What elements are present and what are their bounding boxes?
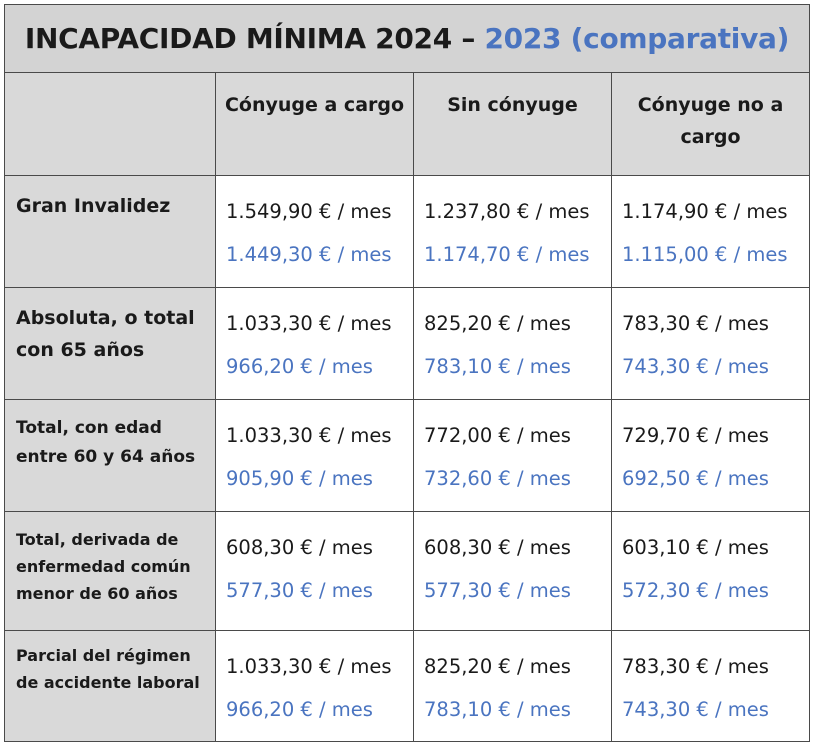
value-2024: 1.549,90 € / mes bbox=[226, 200, 392, 223]
value-2024: 1.174,90 € / mes bbox=[622, 200, 788, 223]
table-row: Absoluta, o total con 65 años 1.033,30 €… bbox=[4, 287, 811, 400]
title-comparison: 2023 (comparativa) bbox=[484, 22, 790, 55]
value-2024: 1.033,30 € / mes bbox=[226, 655, 392, 678]
column-header-conyuge-no-a-cargo: Cónyuge no a cargo bbox=[610, 72, 811, 176]
corner-cell bbox=[4, 72, 216, 176]
value-cell: 783,30 € / mes 743,30 € / mes bbox=[610, 287, 811, 400]
row-label-gran-invalidez: Gran Invalidez bbox=[4, 175, 216, 288]
value-cell: 1.174,90 € / mes 1.115,00 € / mes bbox=[610, 175, 811, 288]
value-2023: 577,30 € / mes bbox=[424, 579, 571, 602]
value-2023: 905,90 € / mes bbox=[226, 467, 373, 490]
value-2023: 966,20 € / mes bbox=[226, 355, 373, 378]
value-2024: 729,70 € / mes bbox=[622, 424, 769, 447]
column-header-conyuge-a-cargo: Cónyuge a cargo bbox=[215, 72, 414, 176]
value-2024: 825,20 € / mes bbox=[424, 655, 571, 678]
value-cell: 1.237,80 € / mes 1.174,70 € / mes bbox=[413, 175, 612, 288]
value-2024: 825,20 € / mes bbox=[424, 312, 571, 335]
table-row: Parcial del régimen de accidente laboral… bbox=[4, 630, 811, 742]
title-row: INCAPACIDAD MÍNIMA 2024 – 2023 (comparat… bbox=[3, 4, 811, 73]
column-header-row: Cónyuge a cargo Sin cónyuge Cónyuge no a… bbox=[4, 72, 811, 176]
value-cell: 783,30 € / mes 743,30 € / mes bbox=[610, 630, 811, 742]
value-2023: 577,30 € / mes bbox=[226, 579, 373, 602]
value-cell: 608,30 € / mes 577,30 € / mes bbox=[215, 511, 414, 631]
value-cell: 1.033,30 € / mes 905,90 € / mes bbox=[215, 399, 414, 512]
value-cell: 825,20 € / mes 783,10 € / mes bbox=[413, 287, 612, 400]
row-label-absoluta: Absoluta, o total con 65 años bbox=[4, 287, 216, 400]
value-2024: 603,10 € / mes bbox=[622, 536, 769, 559]
value-cell: 1.549,90 € / mes 1.449,30 € / mes bbox=[215, 175, 414, 288]
value-2023: 1.115,00 € / mes bbox=[622, 243, 788, 266]
row-label-total-enfermedad-comun: Total, derivada de enfermedad común meno… bbox=[4, 511, 216, 631]
value-2023: 783,10 € / mes bbox=[424, 698, 571, 721]
value-2024: 1.237,80 € / mes bbox=[424, 200, 590, 223]
value-2023: 783,10 € / mes bbox=[424, 355, 571, 378]
title-main: INCAPACIDAD MÍNIMA 2024 – bbox=[24, 22, 485, 55]
table-row: Total, derivada de enfermedad común meno… bbox=[4, 511, 811, 631]
value-cell: 729,70 € / mes 692,50 € / mes bbox=[610, 399, 811, 512]
value-2023: 572,30 € / mes bbox=[622, 579, 769, 602]
value-2024: 772,00 € / mes bbox=[424, 424, 571, 447]
value-2023: 692,50 € / mes bbox=[622, 467, 769, 490]
value-cell: 603,10 € / mes 572,30 € / mes bbox=[610, 511, 811, 631]
value-cell: 1.033,30 € / mes 966,20 € / mes bbox=[215, 630, 414, 742]
value-2024: 1.033,30 € / mes bbox=[226, 424, 392, 447]
value-cell: 772,00 € / mes 732,60 € / mes bbox=[413, 399, 612, 512]
value-2024: 608,30 € / mes bbox=[226, 536, 373, 559]
value-2023: 966,20 € / mes bbox=[226, 698, 373, 721]
row-label-total-60-64: Total, con edad entre 60 y 64 años bbox=[4, 399, 216, 512]
value-cell: 608,30 € / mes 577,30 € / mes bbox=[413, 511, 612, 631]
table-row: Total, con edad entre 60 y 64 años 1.033… bbox=[4, 399, 811, 512]
table-title: INCAPACIDAD MÍNIMA 2024 – 2023 (comparat… bbox=[3, 4, 811, 73]
value-2024: 1.033,30 € / mes bbox=[226, 312, 392, 335]
value-2023: 1.174,70 € / mes bbox=[424, 243, 590, 266]
value-2023: 732,60 € / mes bbox=[424, 467, 571, 490]
value-2023: 743,30 € / mes bbox=[622, 355, 769, 378]
value-2024: 783,30 € / mes bbox=[622, 655, 769, 678]
table-row: Gran Invalidez 1.549,90 € / mes 1.449,30 … bbox=[4, 175, 811, 288]
value-2023: 743,30 € / mes bbox=[622, 698, 769, 721]
row-label-parcial-accidente-laboral: Parcial del régimen de accidente laboral bbox=[4, 630, 216, 742]
value-2024: 608,30 € / mes bbox=[424, 536, 571, 559]
column-header-sin-conyuge: Sin cónyuge bbox=[413, 72, 612, 176]
value-cell: 825,20 € / mes 783,10 € / mes bbox=[413, 630, 612, 742]
pension-table: INCAPACIDAD MÍNIMA 2024 – 2023 (comparat… bbox=[3, 4, 811, 742]
value-2024: 783,30 € / mes bbox=[622, 312, 769, 335]
value-cell: 1.033,30 € / mes 966,20 € / mes bbox=[215, 287, 414, 400]
value-2023: 1.449,30 € / mes bbox=[226, 243, 392, 266]
